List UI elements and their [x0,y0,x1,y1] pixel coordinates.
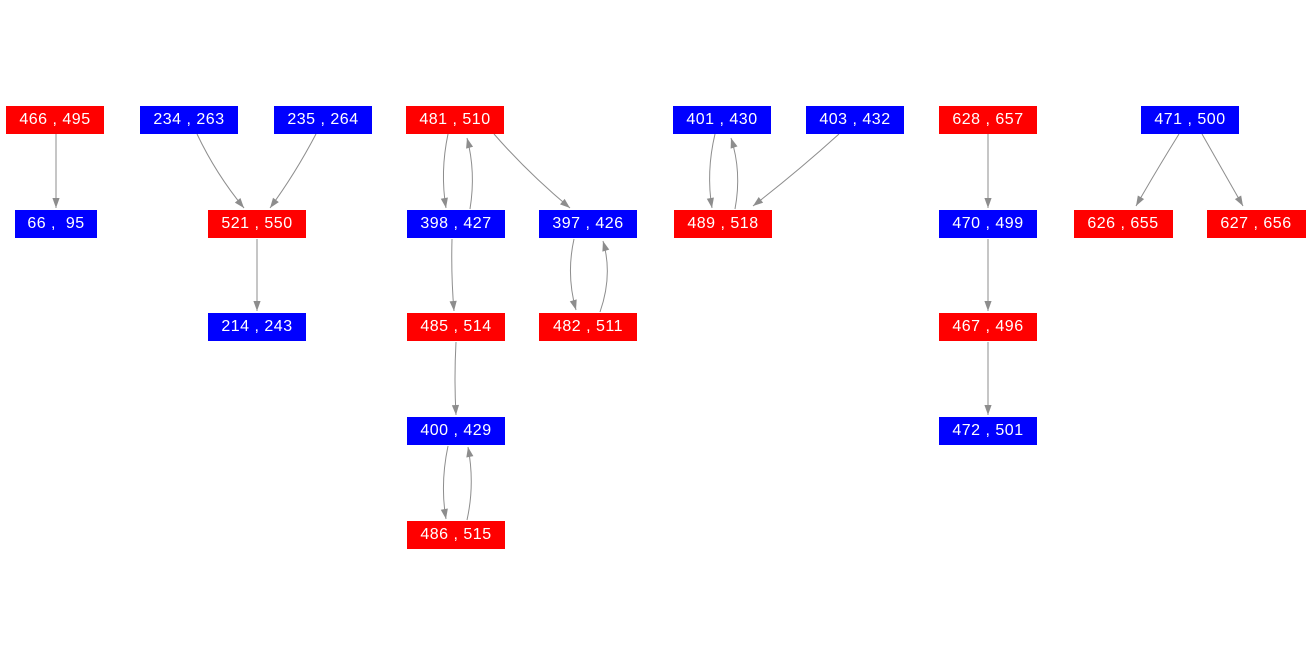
graph-node-489-518: 489 , 518 [674,210,772,238]
arrowhead-521-550-to-214-243 [253,301,261,311]
edge-400-429-to-486-515 [442,445,449,520]
arrowhead-471-500-to-627-656 [1234,195,1243,206]
arrowhead-400-429-to-486-515 [440,508,448,519]
arrowhead-471-500-to-626-655 [1136,195,1145,206]
arrowhead-482-511-to-397-426 [602,241,610,252]
graph-node-471-500: 471 , 500 [1141,106,1239,134]
edge-235-264-to-521-550 [269,133,317,209]
arrowhead-467-496-to-472-501 [984,405,992,415]
arrowhead-401-430-to-489-518 [706,197,714,208]
graph-node-234-263: 234 , 263 [140,106,238,134]
graph-node-398-427: 398 , 427 [407,210,505,238]
arrowhead-481-510-to-397-426 [560,198,570,208]
graph-node-466-495: 466 , 495 [6,106,104,134]
graph-node-626-655: 626 , 655 [1073,210,1173,238]
edge-481-510-to-397-426 [493,133,571,209]
arrowhead-466-495-to-66-95 [52,198,60,208]
edge-403-432-to-489-518 [752,133,840,207]
graph-node-400-429: 400 , 429 [407,417,505,445]
arrowhead-470-499-to-467-496 [984,301,992,311]
graph-node-521-550: 521 , 550 [208,210,306,238]
arrowhead-485-514-to-400-429 [451,404,460,415]
edge-398-427-to-481-510 [466,137,473,210]
arrowhead-398-427-to-485-514 [449,300,457,311]
arrowhead-234-263-to-521-550 [234,197,244,208]
edge-398-427-to-485-514 [451,238,455,312]
arrowhead-481-510-to-398-427 [440,197,448,208]
edge-397-426-to-482-511 [569,238,577,311]
graph-node-214-243: 214 , 243 [208,313,306,341]
edge-482-511-to-397-426 [599,240,608,313]
arrowhead-398-427-to-481-510 [466,138,474,149]
edge-471-500-to-627-656 [1201,133,1244,207]
edge-234-263-to-521-550 [196,133,245,209]
edge-471-500-to-626-655 [1135,133,1180,207]
graph-node-470-499: 470 , 499 [939,210,1037,238]
graph-node-403-432: 403 , 432 [806,106,904,134]
arrowhead-628-657-to-470-499 [984,198,992,208]
graph-node-486-515: 486 , 515 [407,521,505,549]
edge-486-515-to-400-429 [466,446,472,521]
edge-401-430-to-489-518 [709,133,716,209]
arrowhead-489-518-to-401-430 [730,138,738,149]
graph-node-66-95: 66 , 95 [15,210,97,238]
graph-node-628-657: 628 , 657 [939,106,1037,134]
arrowhead-403-432-to-489-518 [753,197,764,206]
graph-node-467-496: 467 , 496 [939,313,1037,341]
edge-485-514-to-400-429 [454,341,457,416]
edge-489-518-to-401-430 [730,137,739,210]
graph-node-627-656: 627 , 656 [1206,210,1306,238]
arrowhead-486-515-to-400-429 [466,447,474,458]
graph-node-397-426: 397 , 426 [539,210,637,238]
graph-node-482-511: 482 , 511 [539,313,637,341]
graph-node-235-264: 235 , 264 [274,106,372,134]
graph-node-472-501: 472 , 501 [939,417,1037,445]
graph-node-485-514: 485 , 514 [407,313,505,341]
graph-node-401-430: 401 , 430 [673,106,771,134]
edge-481-510-to-398-427 [442,133,449,209]
arrowhead-397-426-to-482-511 [569,299,577,310]
arrowhead-235-264-to-521-550 [270,197,279,208]
graph-node-481-510: 481 , 510 [406,106,504,134]
